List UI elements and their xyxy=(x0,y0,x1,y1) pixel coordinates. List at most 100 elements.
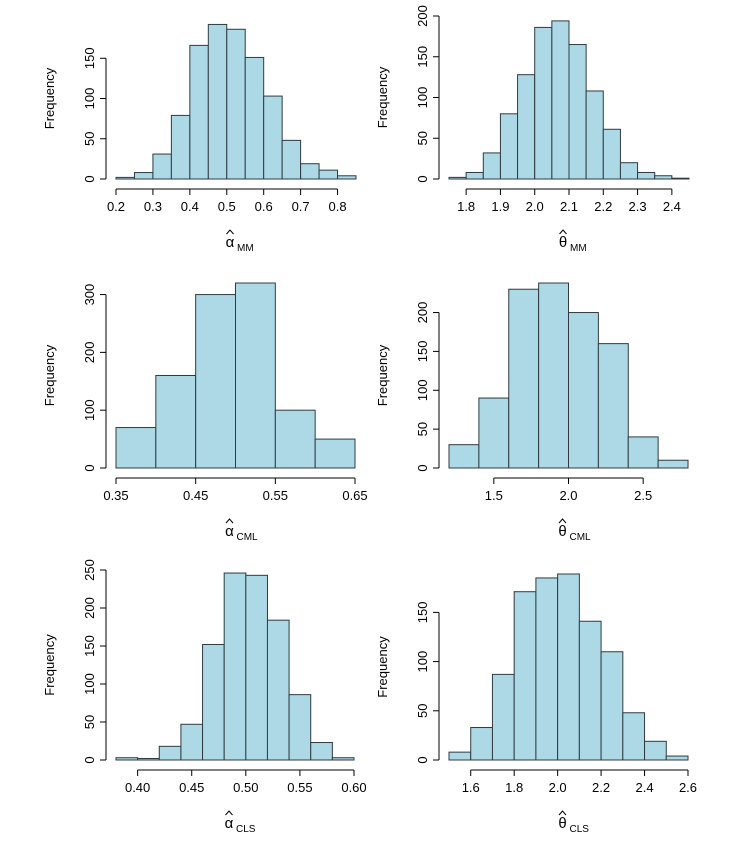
x-axis-subscript: CML xyxy=(570,532,592,543)
x-tick-label: 0.8 xyxy=(328,199,346,214)
x-tick-label: 0.60 xyxy=(341,780,366,795)
x-tick-label: 0.4 xyxy=(181,199,199,214)
x-tick-label: 2.4 xyxy=(663,199,681,214)
y-tick-label: 0 xyxy=(82,756,97,763)
histogram-panel-5: 0.40 0.45 0.50 0.55 0.60 0 50 100 150 200 250 Frequ… xyxy=(42,559,367,835)
x-axis: 1.5 2.0 2.5 xyxy=(485,477,652,503)
y-axis: 0 50 100 150 200 250 xyxy=(82,559,107,764)
histogram-bar xyxy=(657,459,689,469)
histogram-bar xyxy=(195,294,236,469)
y-tick-label: 100 xyxy=(82,673,97,695)
hat-accent-icon xyxy=(558,518,567,524)
histogram-bar xyxy=(535,577,559,761)
histogram-panel-2: 1.8 1.9 2.0 2.1 2.2 2.3 2.4 0 50 100 150 200 Frequen… xyxy=(375,5,690,254)
histogram-bar xyxy=(491,673,515,761)
x-tick-label: 0.55 xyxy=(263,488,288,503)
x-tick-label: 2.3 xyxy=(629,199,647,214)
histogram-bar xyxy=(568,44,587,180)
y-tick-label: 100 xyxy=(82,399,97,421)
histogram-bar xyxy=(508,288,540,469)
y-tick-label: 200 xyxy=(82,597,97,619)
x-axis-subscript: CLS xyxy=(236,824,256,835)
x-axis-subscript: CLS xyxy=(570,824,590,835)
histogram-bar xyxy=(665,755,689,761)
histogram-bar xyxy=(637,171,656,180)
histogram-bar xyxy=(207,23,228,180)
y-tick-label: 250 xyxy=(82,559,97,581)
x-tick-label: 1.8 xyxy=(457,199,475,214)
y-tick-label: 100 xyxy=(82,88,97,110)
x-axis-symbol: α xyxy=(226,234,235,251)
histogram-bar xyxy=(448,751,472,761)
y-tick-label: 150 xyxy=(415,341,430,363)
histogram-bar xyxy=(158,745,182,761)
histogram-bar xyxy=(478,397,510,469)
histogram-bar xyxy=(499,113,519,180)
histogram-bar xyxy=(568,312,599,469)
x-axis-symbol: θ xyxy=(558,523,566,540)
y-tick-label: 0 xyxy=(82,175,97,182)
y-tick-label: 200 xyxy=(415,302,430,324)
hat-accent-icon xyxy=(225,518,234,524)
x-axis-subscript: CML xyxy=(237,532,259,543)
y-axis-title: Frequency xyxy=(375,636,390,698)
y-tick-label: 150 xyxy=(82,47,97,69)
x-tick-label: 1.9 xyxy=(491,199,509,214)
x-tick-label: 2.2 xyxy=(594,199,612,214)
x-tick-label: 0.45 xyxy=(179,780,204,795)
y-tick-label: 50 xyxy=(415,704,430,718)
histogram-bar xyxy=(331,757,355,761)
x-tick-label: 1.5 xyxy=(485,488,503,503)
x-tick-label: 0.3 xyxy=(144,199,162,214)
histogram-bar xyxy=(314,438,356,469)
y-tick-label: 0 xyxy=(415,175,430,182)
x-axis: 0.35 0.45 0.55 0.65 xyxy=(103,477,368,503)
histogram-bar xyxy=(470,727,493,761)
x-tick-label: 2.6 xyxy=(679,780,697,795)
x-tick-label: 1.6 xyxy=(462,780,480,795)
histogram-bar xyxy=(226,28,246,180)
y-axis-title: Frequency xyxy=(375,344,390,406)
x-tick-label: 2.0 xyxy=(549,780,567,795)
y-tick-label: 50 xyxy=(415,131,430,145)
y-tick-label: 300 xyxy=(82,284,97,306)
y-axis: 0 50 100 150 200 xyxy=(415,5,440,183)
hat-accent-icon xyxy=(225,810,233,816)
y-tick-label: 150 xyxy=(415,602,430,624)
histogram-bar xyxy=(627,436,659,469)
y-tick-label: 150 xyxy=(82,635,97,657)
x-tick-label: 2.2 xyxy=(592,780,610,795)
y-tick-label: 0 xyxy=(415,464,430,471)
y-axis: 0 100 200 300 xyxy=(82,284,107,472)
histogram-bar xyxy=(155,375,197,469)
y-axis-title: Frequency xyxy=(375,66,390,128)
histogram-bar xyxy=(281,139,302,180)
x-axis: 0.40 0.45 0.50 0.55 0.60 xyxy=(125,769,367,795)
x-axis-title: θ MM xyxy=(559,229,587,254)
histogram-bar xyxy=(288,694,312,761)
x-tick-label: 0.2 xyxy=(107,199,125,214)
histogram-bar xyxy=(170,114,191,180)
x-tick-label: 2.0 xyxy=(559,488,577,503)
histogram-bar xyxy=(602,128,621,180)
histogram-bar xyxy=(274,409,316,469)
y-tick-label: 100 xyxy=(415,87,430,109)
histogram-bar xyxy=(180,723,204,761)
y-axis-title: Frequency xyxy=(42,344,57,406)
y-axis: 0 50 100 150 xyxy=(415,602,440,764)
histogram-bar xyxy=(597,343,629,469)
y-tick-label: 150 xyxy=(415,46,430,68)
x-axis: 1.6 1.8 2.0 2.2 2.4 2.6 xyxy=(462,769,697,795)
histogram-bar xyxy=(337,175,357,180)
histogram-bar xyxy=(235,282,276,469)
histogram-bar xyxy=(300,163,320,180)
histogram-bar xyxy=(133,172,154,180)
y-tick-label: 200 xyxy=(415,5,430,27)
histogram-bar xyxy=(482,152,501,180)
histogram-bar xyxy=(654,175,673,180)
histogram-bar xyxy=(448,176,467,180)
x-tick-label: 0.50 xyxy=(233,780,258,795)
y-tick-label: 100 xyxy=(415,651,430,673)
hat-accent-icon xyxy=(226,229,234,235)
